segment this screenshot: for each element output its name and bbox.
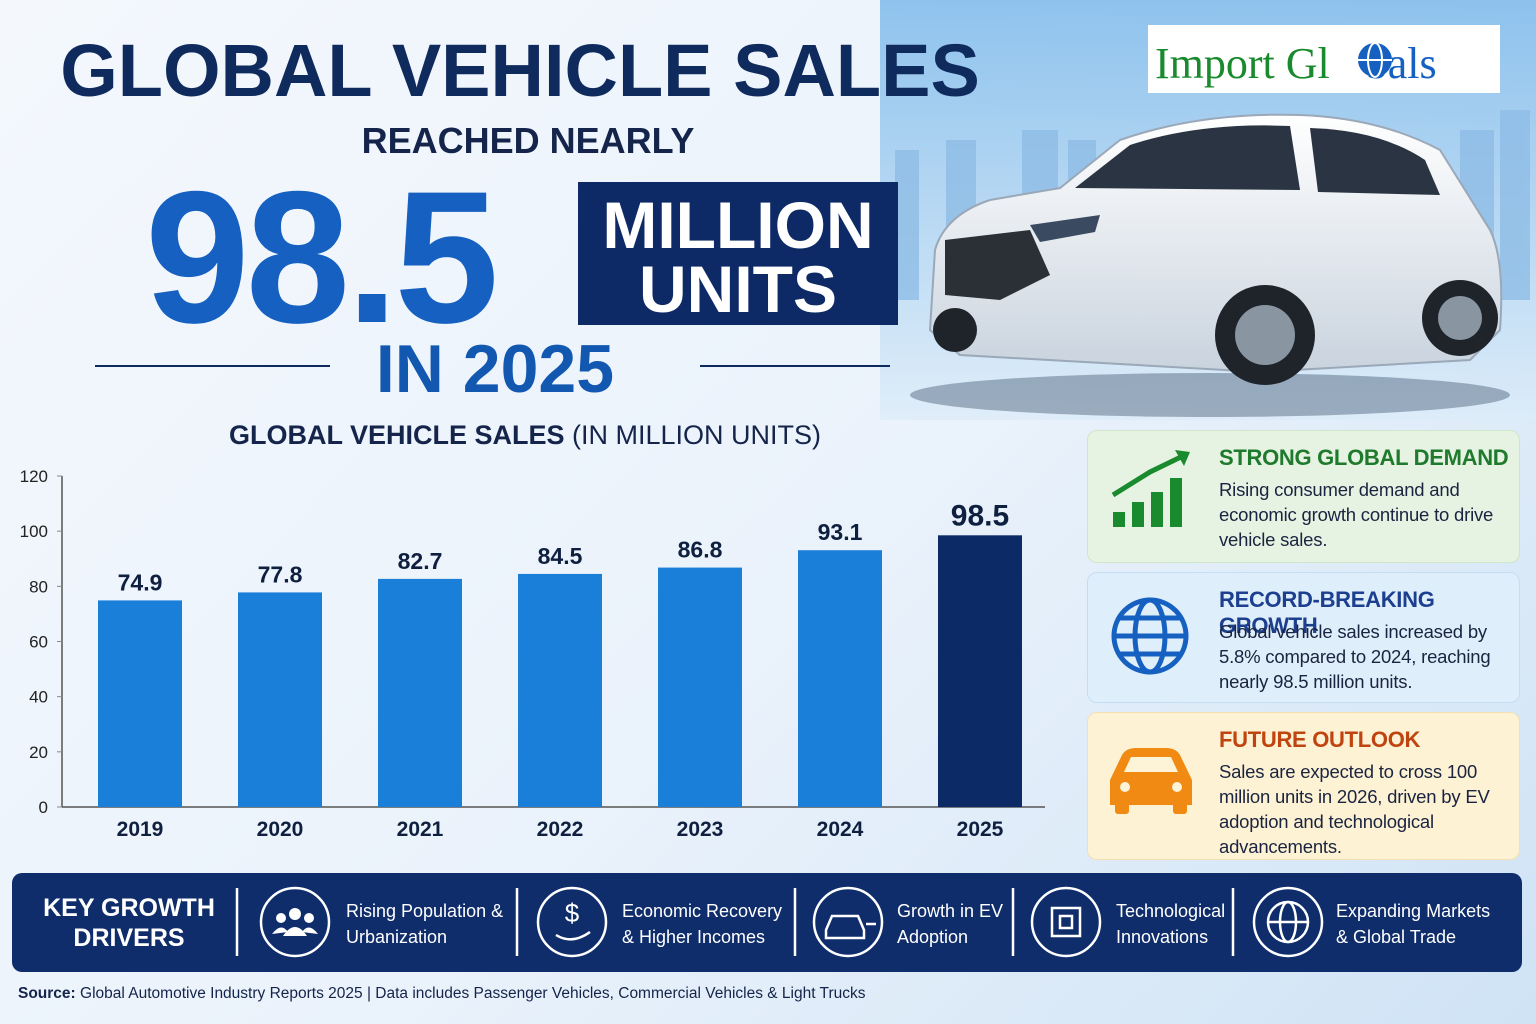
- logo-box: [1148, 25, 1500, 93]
- x-tick-label: 2019: [117, 818, 164, 841]
- card-body: Global vehicle sales increased by 5.8% c…: [1219, 621, 1491, 692]
- x-tick-label: 2025: [957, 818, 1004, 841]
- driver-item: Economic Recovery & Higher Incomes: [622, 901, 783, 947]
- unit-line: UNITS: [639, 252, 837, 326]
- value-label: 74.9: [118, 569, 163, 595]
- card-icons: [1110, 450, 1192, 814]
- x-tick-label: 2023: [677, 818, 724, 841]
- info-card: STRONG GLOBAL DEMAND Rising consumer dema…: [1087, 430, 1520, 563]
- value-label: 86.8: [678, 537, 723, 563]
- bar: [518, 573, 602, 807]
- value-label: 98.5: [951, 499, 1009, 532]
- subtitle: REACHED NEARLY: [362, 120, 695, 161]
- unit-line: MILLION: [602, 188, 873, 262]
- source-label: Source:: [18, 985, 76, 1002]
- logo-globe: [1358, 42, 1392, 78]
- value-label: 84.5: [538, 543, 583, 569]
- y-tick-label: 80: [29, 577, 48, 596]
- bar: [98, 600, 182, 807]
- source-text: Global Automotive Industry Reports 2025 …: [80, 985, 866, 1002]
- x-tick-label: 2021: [397, 818, 444, 841]
- card-title: STRONG GLOBAL DEMAND: [1219, 445, 1509, 470]
- driver-item: Rising Population & Urbanization: [346, 901, 504, 947]
- y-tick-label: 60: [29, 633, 48, 652]
- bar: [798, 550, 882, 807]
- bar: [378, 578, 462, 807]
- car-illustration: [910, 113, 1510, 417]
- y-tick-label: 20: [29, 743, 48, 762]
- x-tick-label: 2024: [817, 818, 864, 841]
- logo-text: Import Gl bals: [1155, 39, 1437, 88]
- bar: [658, 567, 742, 807]
- unit-box: [578, 182, 898, 325]
- headline-number: 98.5: [145, 152, 495, 362]
- card-body: Sales are expected to cross 100 million …: [1219, 761, 1490, 857]
- chart-title: GLOBAL VEHICLE SALES (IN MILLION UNITS): [229, 420, 821, 450]
- drivers-band: [12, 873, 1522, 972]
- y-tick-label: 120: [20, 467, 48, 486]
- value-label: 82.7: [398, 548, 443, 574]
- driver-item: Growth in EV Adoption: [897, 901, 1004, 947]
- info-card: RECORD-BREAKING GROWTH Global vehicle sal…: [1087, 572, 1520, 703]
- card-title: RECORD-BREAKING GROWTH: [1219, 587, 1435, 638]
- chart-title-main: GLOBAL VEHICLE SALES: [229, 420, 565, 450]
- x-tick-label: 2020: [257, 818, 304, 841]
- drivers-label: KEY GROWTH DRIVERS: [43, 894, 215, 952]
- title: GLOBAL VEHICLE SALES: [60, 29, 980, 112]
- bar: [938, 535, 1022, 807]
- value-label: 77.8: [258, 561, 303, 587]
- year-line: IN 2025: [376, 331, 614, 407]
- bar: [238, 592, 322, 807]
- source: Source: Global Automotive Industry Repor…: [18, 985, 865, 1003]
- card-title: FUTURE OUTLOOK: [1219, 727, 1421, 752]
- logo-start: Import Gl: [1155, 39, 1330, 88]
- driver-item: Technological Innovations: [1116, 901, 1226, 947]
- y-tick-label: 40: [29, 688, 48, 707]
- driver-icons: $: [235, 886, 1324, 958]
- value-label: 93.1: [818, 519, 863, 545]
- chart-title-note: (IN MILLION UNITS): [572, 420, 821, 450]
- card-body: Rising consumer demand and economic grow…: [1219, 479, 1494, 550]
- driver-item: Expanding Markets & Global Trade: [1336, 901, 1491, 947]
- svg-text:$: $: [565, 898, 580, 928]
- x-tick-label: 2022: [537, 818, 584, 841]
- y-tick-label: 0: [39, 798, 48, 817]
- y-tick-label: 100: [20, 522, 48, 541]
